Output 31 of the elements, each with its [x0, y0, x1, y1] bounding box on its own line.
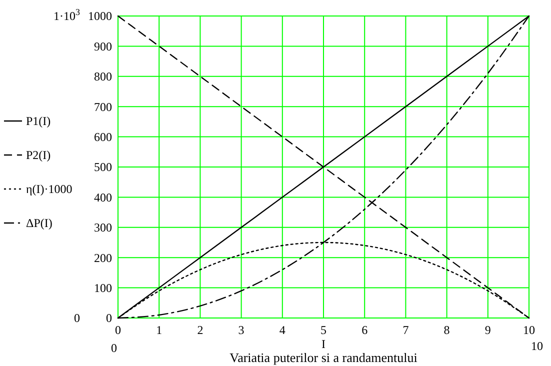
x-tick-label: 6	[362, 323, 368, 337]
y2-tick-label: 1·10$^{3}$	[54, 7, 80, 24]
x-axis-title: I	[322, 337, 326, 351]
legend-label: η(I)·1000	[26, 182, 72, 196]
x-tick-label: 7	[402, 323, 409, 337]
y-tick-label: 600	[94, 130, 112, 144]
y-tick-label: 0	[106, 311, 112, 326]
y2-tick-label: 0	[74, 311, 80, 326]
y-tick-label: 900	[94, 39, 112, 54]
x-tick-label: 4	[279, 323, 286, 337]
x-tick-label: 2	[197, 323, 204, 337]
legend-label: ΔP(I)	[26, 216, 52, 230]
y-tick-label: 1000	[88, 9, 112, 24]
x-tick-label: 10	[523, 323, 535, 337]
y-tick-label: 700	[94, 100, 112, 114]
x-tick-label: 5	[320, 323, 326, 337]
y-tick-label: 300	[94, 220, 112, 235]
y-tick-label: 100	[94, 281, 112, 295]
x-tick-label: 3	[238, 323, 244, 337]
x-tick-label: 9	[484, 323, 491, 337]
legend-label: P1(I)	[26, 114, 51, 128]
y-tick-label: 200	[94, 250, 112, 265]
text: Variatia puterilor si a randamentului	[230, 350, 418, 365]
y-tick-label: 800	[94, 70, 112, 84]
y-tick-label: 400	[94, 190, 112, 204]
text: 10	[531, 339, 543, 353]
x-tick-label: 1	[156, 323, 162, 337]
y-tick-label: 500	[94, 160, 112, 174]
x-tick-label: 0	[115, 323, 121, 337]
x-tick-label: 8	[444, 323, 450, 337]
legend-label: P2(I)	[26, 148, 51, 162]
